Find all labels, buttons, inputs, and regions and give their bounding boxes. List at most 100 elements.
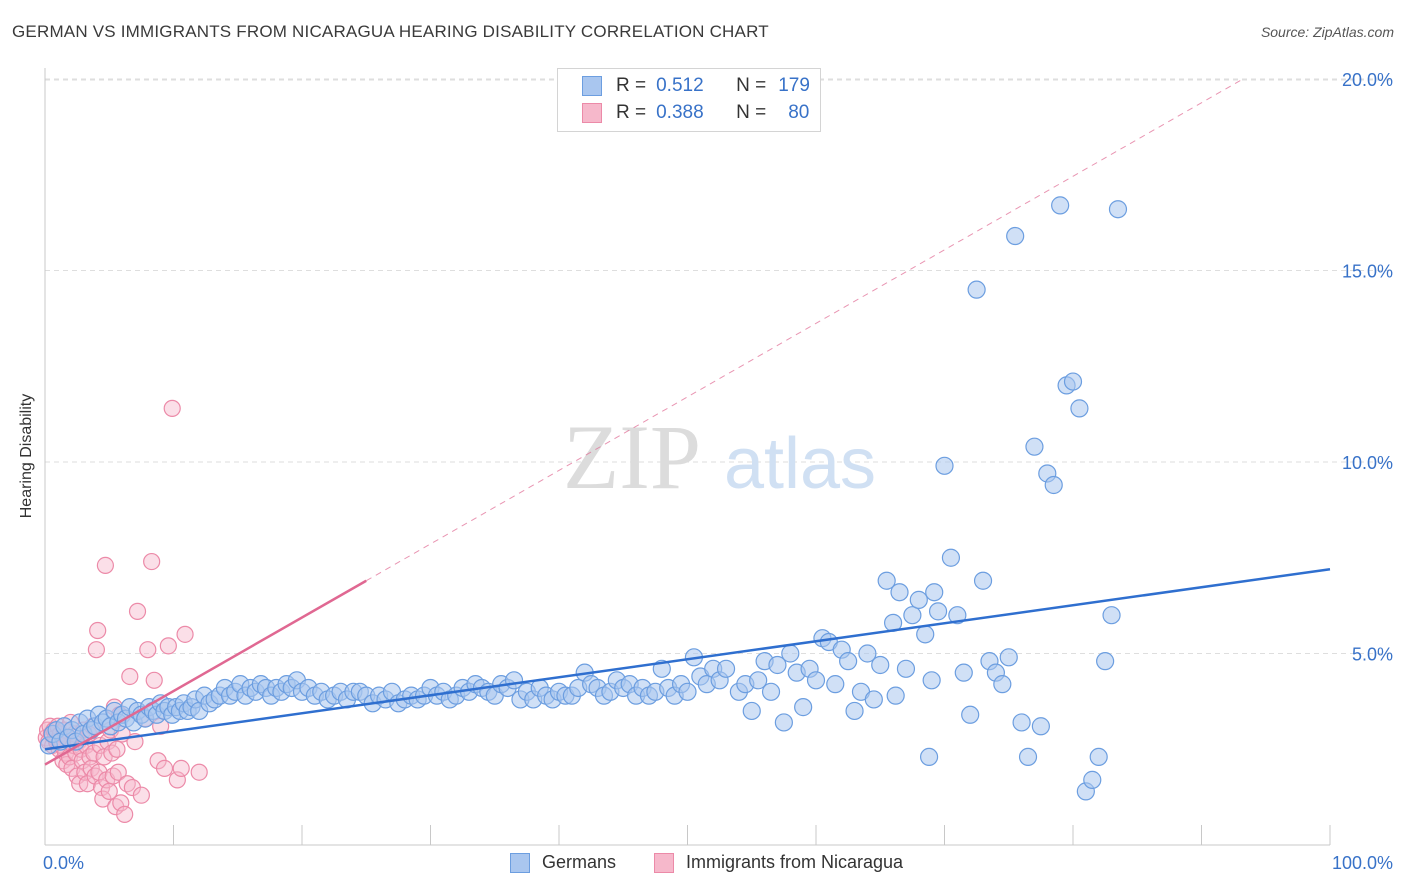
data-point-germans xyxy=(1031,717,1050,736)
data-point-nicaragua xyxy=(155,759,174,778)
data-point-germans xyxy=(948,606,967,625)
data-point-nicaragua xyxy=(96,556,114,575)
data-point-nicaragua xyxy=(159,637,177,655)
data-point-nicaragua xyxy=(89,621,107,640)
data-point-nicaragua xyxy=(172,759,190,778)
data-point-germans xyxy=(1083,770,1102,789)
n-value: 80 xyxy=(788,102,810,123)
data-point-nicaragua xyxy=(176,625,194,643)
data-point-nicaragua xyxy=(128,602,147,620)
data-point-germans xyxy=(1044,475,1063,495)
data-point-nicaragua xyxy=(87,641,106,659)
data-point-germans xyxy=(999,648,1018,667)
trend-lines xyxy=(44,79,1331,766)
data-point-germans xyxy=(1006,226,1025,246)
y-tick-label: 15.0% xyxy=(1342,262,1393,282)
r-label: R = xyxy=(616,102,647,123)
data-point-nicaragua xyxy=(121,667,139,686)
y-tick-label: 20.0% xyxy=(1342,70,1393,90)
data-point-germans xyxy=(973,571,993,590)
data-point-germans xyxy=(903,606,922,625)
data-point-germans xyxy=(896,659,916,678)
chart-title: GERMAN VS IMMIGRANTS FROM NICARAGUA HEAR… xyxy=(12,22,769,41)
data-point-germans xyxy=(922,671,941,690)
n-value: 179 xyxy=(778,75,810,96)
r-value: 0.388 xyxy=(656,102,704,123)
data-point-germans xyxy=(826,675,845,694)
data-point-nicaragua xyxy=(190,763,208,781)
data-point-germans xyxy=(839,652,858,671)
trend-line-nicaragua-extrapolated xyxy=(366,79,1242,582)
series-germans-points xyxy=(39,196,1128,801)
data-point-germans xyxy=(871,655,890,675)
data-point-germans xyxy=(678,682,697,701)
data-point-germans xyxy=(794,698,813,717)
data-point-germans xyxy=(1070,399,1089,418)
data-point-germans xyxy=(1018,747,1038,767)
series-legend: Germans Immigrants from Nicaragua xyxy=(0,852,1406,878)
data-point-germans xyxy=(967,280,986,299)
data-point-germans xyxy=(909,590,928,609)
x-tick-label: 100.0% xyxy=(1332,853,1393,873)
data-point-germans xyxy=(1063,372,1083,391)
data-point-germans xyxy=(916,625,935,644)
legend-swatch-nicaragua xyxy=(654,852,674,873)
data-point-nicaragua xyxy=(145,671,163,689)
y-tick-label: 5.0% xyxy=(1352,645,1393,665)
stats-legend-row-nicaragua: R = 0.388 N = 80 xyxy=(582,101,809,125)
data-point-germans xyxy=(1012,713,1031,732)
y-tick-label: 10.0% xyxy=(1342,453,1393,473)
data-point-germans xyxy=(806,671,826,690)
legend-swatch-germans xyxy=(510,852,530,873)
watermark: ZIP atlas xyxy=(563,406,876,508)
axes xyxy=(44,68,1331,846)
data-point-germans xyxy=(1102,606,1121,625)
trend-line-germans xyxy=(44,568,1331,751)
data-point-germans xyxy=(858,644,877,663)
chart-source: Source: ZipAtlas.com xyxy=(1260,24,1394,40)
data-point-germans xyxy=(1051,196,1070,215)
legend-label-germans: Germans xyxy=(542,852,617,872)
data-point-germans xyxy=(919,747,939,767)
data-point-germans xyxy=(961,705,980,724)
data-point-nicaragua xyxy=(163,399,181,417)
data-point-nicaragua xyxy=(132,786,150,804)
data-point-germans xyxy=(877,571,896,590)
data-point-germans xyxy=(886,686,905,705)
r-value: 0.512 xyxy=(656,75,704,96)
n-label: N = xyxy=(736,75,767,96)
legend-label-nicaragua: Immigrants from Nicaragua xyxy=(686,852,904,872)
data-point-germans xyxy=(954,663,973,682)
r-label: R = xyxy=(616,75,647,96)
data-point-germans xyxy=(1089,747,1108,767)
watermark-atlas: atlas xyxy=(724,424,876,504)
data-point-germans xyxy=(1096,652,1115,671)
stats-legend: R = 0.512 N = 179 R = 0.388 N = 80 xyxy=(557,68,821,132)
data-point-nicaragua xyxy=(116,805,134,823)
tick-labels: 5.0% 10.0% 15.0% 20.0% 0.0% 100.0% xyxy=(43,70,1393,873)
legend-item-nicaragua[interactable]: Immigrants from Nicaragua xyxy=(654,852,903,873)
data-point-germans xyxy=(742,701,761,721)
nicaragua-swatch xyxy=(582,103,602,123)
data-point-germans xyxy=(928,602,948,621)
data-point-germans xyxy=(768,655,787,675)
data-point-germans xyxy=(1025,437,1044,456)
data-point-germans xyxy=(935,456,954,475)
data-point-germans xyxy=(925,583,944,602)
data-point-germans xyxy=(716,659,736,678)
legend-item-germans[interactable]: Germans xyxy=(510,852,616,873)
n-label: N = xyxy=(736,102,767,123)
data-point-germans xyxy=(1108,200,1128,219)
x-tick-label: 0.0% xyxy=(43,853,84,873)
trend-line-nicaragua xyxy=(44,579,367,766)
data-point-germans xyxy=(890,583,909,602)
stats-legend-row-germans: R = 0.512 N = 179 xyxy=(582,74,810,98)
data-point-nicaragua xyxy=(108,740,126,758)
data-point-germans xyxy=(761,682,781,701)
series-nicaragua-points xyxy=(37,399,208,823)
grid-lines xyxy=(45,78,1395,654)
data-point-germans xyxy=(749,671,768,690)
data-point-nicaragua xyxy=(109,763,127,781)
watermark-zip: ZIP xyxy=(563,406,701,508)
